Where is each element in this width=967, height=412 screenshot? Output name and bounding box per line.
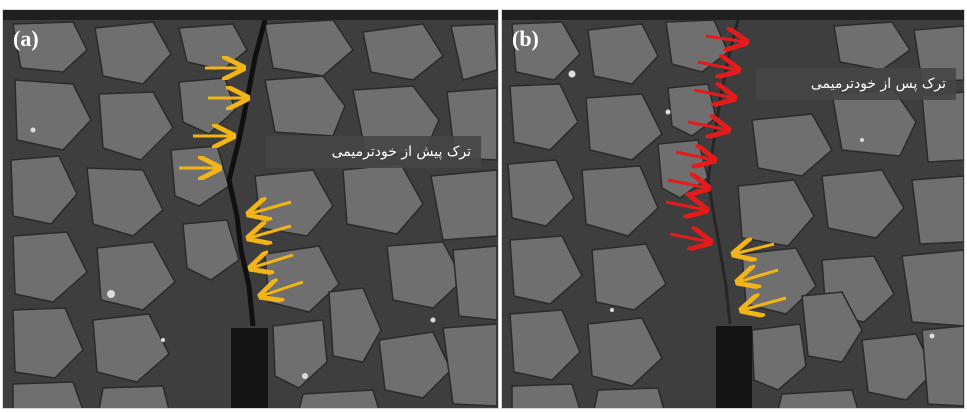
arrow-left-icon <box>249 226 292 238</box>
panel-b-label: (b) <box>512 26 539 51</box>
arrow-left-icon <box>249 202 292 214</box>
arrow-left-icon <box>251 255 294 268</box>
caption-before-healing: ترک پیش از خودترمیمی <box>266 136 481 168</box>
caption-after-healing: ترک پس از خودترمیمی <box>756 68 956 100</box>
micrograph-a-image <box>3 10 498 408</box>
micrograph-panel-b: (b) ترک پس از خودترمیمی <box>501 9 965 409</box>
micrograph-panel-a: (a) ترک پیش از خودترمیمی <box>2 9 499 409</box>
panel-a-label: (a) <box>13 26 39 51</box>
arrow-left-icon <box>261 282 304 296</box>
